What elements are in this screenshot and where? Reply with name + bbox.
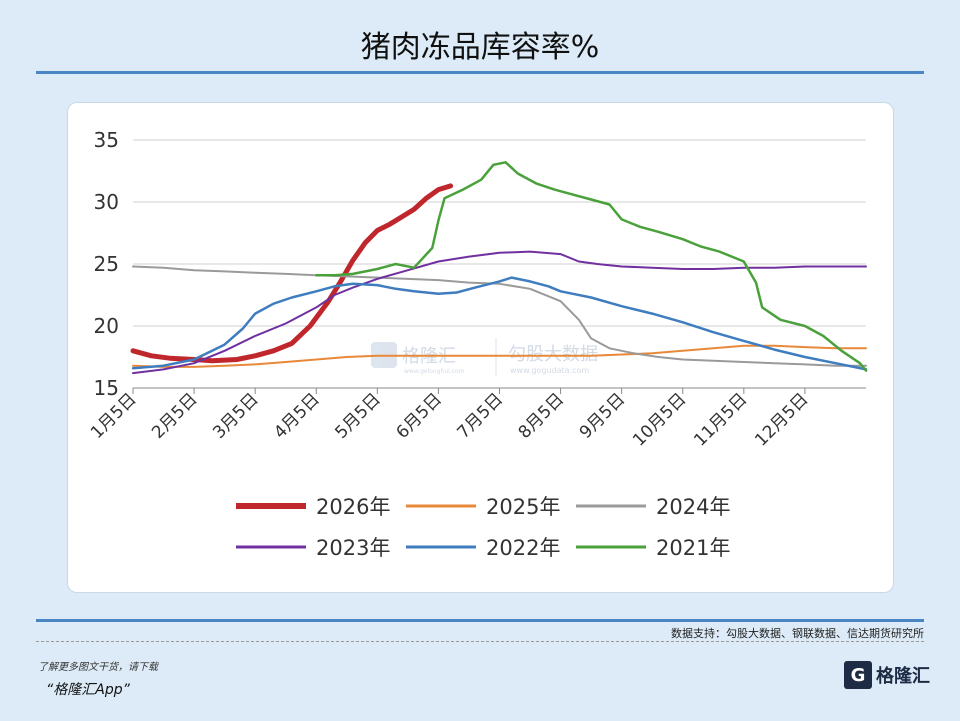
x-tick-label: 5月5日 (331, 389, 384, 442)
legend: 2026年 2025年 2024年 2023年 2022年 2021年 (236, 495, 730, 560)
x-tick-label: 2月5日 (148, 389, 201, 442)
x-tick-label: 4月5日 (270, 389, 323, 442)
data-source: 数据支持：勾股大数据、钢联数据、信达期货研究所 (671, 627, 924, 640)
x-tick-label: 12月5日 (751, 389, 812, 450)
y-tick-label: 30 (94, 190, 119, 214)
grid (133, 139, 866, 389)
y-tick-label: 15 (94, 376, 119, 400)
footer-divider (36, 619, 924, 622)
logo-icon: G (844, 661, 872, 689)
series-line-3 (132, 250, 867, 375)
y-tick-label: 25 (94, 252, 119, 276)
chart-panel (67, 102, 894, 593)
legend-label-5: 2021年 (656, 536, 730, 560)
legend-label-0: 2026年 (316, 495, 390, 519)
legend-label-3: 2023年 (316, 536, 390, 560)
x-tick-label: 8月5日 (515, 389, 568, 442)
title-divider (36, 71, 924, 74)
legend-label-4: 2022年 (486, 536, 560, 560)
x-tick-label: 6月5日 (392, 389, 445, 442)
watermark-left-sub: www.gelonghui.com (404, 368, 465, 375)
series-line-5 (315, 161, 868, 372)
x-tick-label: 7月5日 (454, 389, 507, 442)
series-line-4 (131, 276, 868, 371)
watermark-right-sub: www.gogudata.com (510, 366, 589, 375)
x-tick-label: 11月5日 (690, 389, 751, 450)
x-tick-label: 3月5日 (209, 389, 262, 442)
series-line-1 (132, 344, 867, 368)
promo-line-2: “格隆汇App” (46, 682, 130, 698)
watermark-right: 勾股大数据 (508, 344, 598, 365)
legend-label-1: 2025年 (486, 495, 560, 519)
page-title: 猪肉冻品库容率% (360, 30, 600, 65)
watermark: 格隆汇 www.gelonghui.com 勾股大数据 www.gogudata… (371, 338, 598, 376)
series-lines (130, 161, 868, 375)
x-tick-label: 10月5日 (629, 389, 690, 450)
legend-label-2: 2024年 (656, 495, 730, 519)
y-axis: 15 20 25 30 35 (94, 128, 119, 400)
y-tick-label: 20 (94, 314, 119, 338)
y-tick-label: 35 (94, 128, 119, 152)
promo-line-1: 了解更多图文干货，请下载 (38, 662, 158, 673)
brand-logo: G 格隆汇 (844, 661, 930, 689)
x-axis: 1月5日 2月5日 3月5日 4月5日 5月5日 6月5日 7月5日 8月5日 9月5日 10月5… (87, 387, 866, 451)
series-line-2 (132, 265, 867, 367)
x-tick-label: 9月5日 (576, 389, 629, 442)
dashed-divider (36, 641, 924, 642)
logo-text: 格隆汇 (876, 666, 930, 687)
